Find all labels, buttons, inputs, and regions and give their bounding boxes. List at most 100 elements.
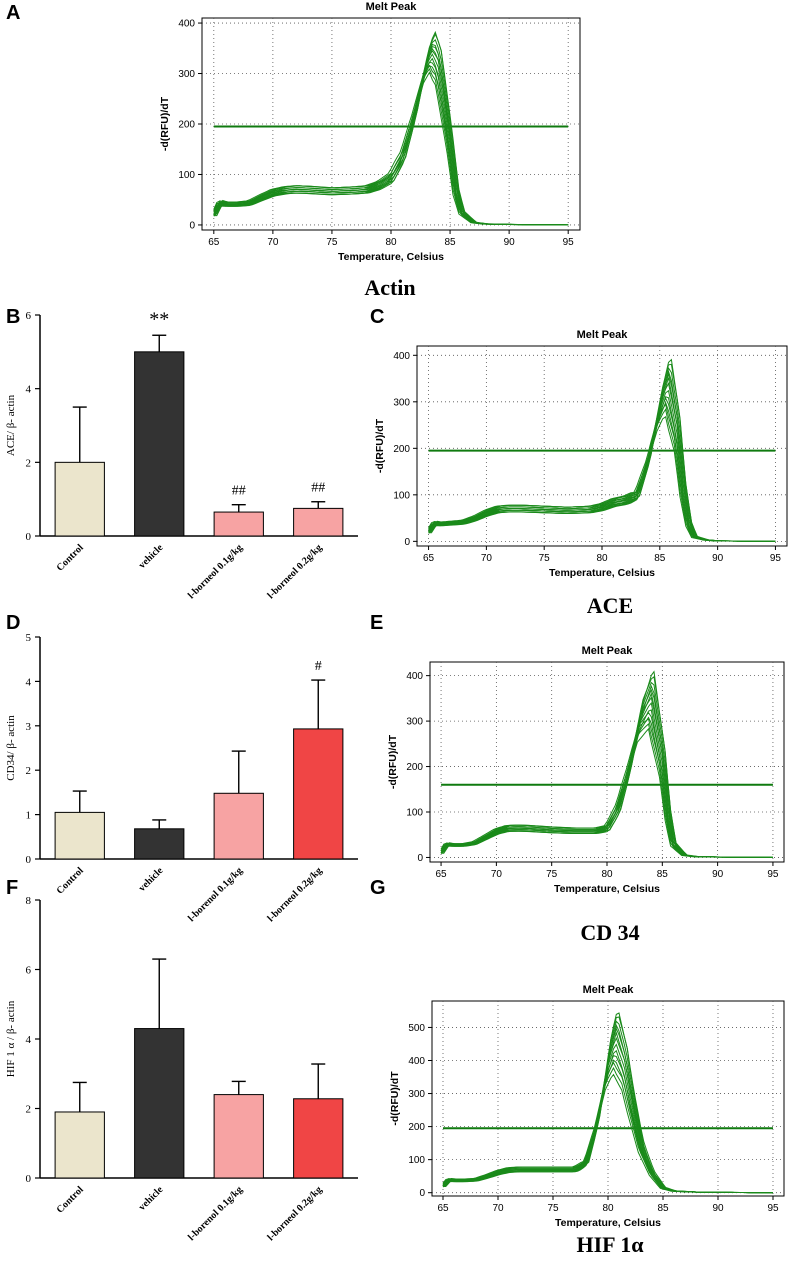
bar bbox=[134, 351, 185, 537]
chart-title: Melt Peak bbox=[582, 645, 634, 657]
significance-label: # bbox=[315, 659, 322, 674]
x-tick-label: Control bbox=[55, 865, 86, 896]
x-tick-label: 65 bbox=[436, 869, 448, 880]
gene-label-ace: ACE bbox=[586, 593, 634, 618]
y-tick-label: 6 bbox=[26, 965, 32, 977]
x-tick-label: l-borneol 0.2g/kg bbox=[266, 865, 325, 924]
y-tick-label: 2 bbox=[26, 1104, 32, 1116]
x-tick-label: l-borneol 0.2g/kg bbox=[266, 542, 325, 601]
panel-letter-f: F bbox=[6, 877, 19, 899]
x-tick-label: 90 bbox=[712, 869, 724, 880]
x-tick-label: l-borneol 0.1g/kg bbox=[186, 542, 245, 601]
bar-chart-bar-cd34: 0 1 2 3 4 5 CD34/ β- actin Control vehicle l-bore… bbox=[5, 632, 358, 924]
x-axis-label: Temperature, Celsius bbox=[549, 567, 655, 579]
y-tick-label: 100 bbox=[393, 490, 410, 501]
plot-area bbox=[431, 1000, 785, 1197]
significance-label: ** bbox=[149, 308, 169, 330]
x-tick-label: 95 bbox=[767, 869, 779, 880]
x-tick-label: 75 bbox=[547, 1203, 559, 1214]
bar-chart-bar-hif: 0 2 4 6 8 HIF 1 α / β- actin Control vehicle l-b… bbox=[5, 895, 358, 1243]
y-axis-label: ACE/ β- actin bbox=[5, 394, 17, 456]
y-tick-label: 8 bbox=[26, 895, 32, 907]
x-tick-label: 85 bbox=[445, 237, 457, 248]
bar bbox=[54, 1111, 105, 1179]
x-tick-label: l-borneol 0.2g/kg bbox=[266, 1184, 325, 1243]
melt-chart-melt-actin: Melt Peak 65 70 75 80 85 90 95 0 100 200 300 400 Temp… bbox=[159, 1, 581, 263]
y-tick-label: 100 bbox=[408, 1155, 425, 1166]
y-tick-label: 4 bbox=[26, 384, 32, 396]
x-axis-label: Temperature, Celsius bbox=[554, 883, 660, 895]
y-tick-label: 2 bbox=[26, 765, 32, 777]
y-tick-label: 300 bbox=[178, 69, 195, 80]
y-tick-label: 300 bbox=[408, 1089, 425, 1100]
bar-chart-bar-ace: 0 2 4 6 ACE/ β- actin Control ** vehicle ## l-bor… bbox=[5, 308, 358, 601]
gene-label-cd34: CD 34 bbox=[580, 920, 640, 945]
y-axis-label: -d(RFU)/dT bbox=[374, 418, 386, 473]
x-tick-label: 90 bbox=[504, 237, 516, 248]
x-tick-label: 95 bbox=[770, 553, 782, 564]
y-tick-label: 0 bbox=[26, 854, 32, 866]
x-tick-label: 65 bbox=[208, 237, 220, 248]
melt-chart-melt-cd34: Melt Peak 65 70 75 80 85 90 95 0 100 200 300 400 Temp… bbox=[387, 645, 785, 895]
bar bbox=[293, 507, 344, 537]
melt-chart-melt-ace: Melt Peak 65 70 75 80 85 90 95 0 100 200 300 400 Temp… bbox=[374, 329, 788, 579]
y-tick-label: 100 bbox=[406, 808, 423, 819]
x-tick-label: l-borenol 0.1g/kg bbox=[186, 1184, 245, 1243]
y-tick-label: 4 bbox=[26, 676, 32, 688]
x-tick-label: 70 bbox=[267, 237, 279, 248]
y-tick-label: 2 bbox=[26, 457, 32, 469]
y-tick-label: 1 bbox=[26, 810, 32, 822]
bar bbox=[293, 1098, 344, 1179]
x-tick-label: 75 bbox=[539, 553, 551, 564]
x-tick-label: 90 bbox=[712, 1203, 724, 1214]
y-axis-label: CD34/ β- actin bbox=[5, 715, 17, 781]
y-tick-label: 0 bbox=[189, 220, 195, 231]
x-tick-label: 80 bbox=[601, 869, 613, 880]
y-tick-label: 500 bbox=[408, 1023, 425, 1034]
y-tick-label: 4 bbox=[26, 1034, 32, 1046]
panel-letter-b: B bbox=[6, 306, 21, 328]
x-tick-label: 70 bbox=[492, 1203, 504, 1214]
x-tick-label: 70 bbox=[491, 869, 503, 880]
y-tick-label: 0 bbox=[26, 531, 32, 543]
x-tick-label: vehicle bbox=[137, 865, 166, 894]
bar bbox=[134, 1028, 185, 1179]
gene-label-hif: HIF 1α bbox=[576, 1232, 644, 1257]
y-tick-label: 300 bbox=[393, 397, 410, 408]
y-axis-label: -d(RFU)/dT bbox=[389, 1071, 401, 1126]
panel-letter-g: G bbox=[370, 877, 386, 899]
x-tick-label: 70 bbox=[481, 553, 493, 564]
y-tick-label: 400 bbox=[408, 1056, 425, 1067]
y-tick-label: 0 bbox=[26, 1173, 32, 1185]
chart-title: Melt Peak bbox=[577, 329, 629, 341]
x-tick-label: l-borenol 0.1g/kg bbox=[186, 865, 245, 924]
y-tick-label: 100 bbox=[178, 170, 195, 181]
x-tick-label: Control bbox=[55, 1184, 86, 1215]
x-tick-label: 65 bbox=[423, 553, 435, 564]
y-tick-label: 400 bbox=[393, 351, 410, 362]
bar bbox=[293, 728, 344, 860]
melt-chart-melt-hif: Melt Peak 65 70 75 80 85 90 95 0 100 200 300 400 500 T… bbox=[389, 984, 785, 1229]
y-tick-label: 6 bbox=[26, 310, 32, 322]
y-tick-label: 0 bbox=[417, 853, 423, 864]
bar bbox=[54, 461, 105, 537]
y-tick-label: 400 bbox=[406, 671, 423, 682]
y-axis-label: -d(RFU)/dT bbox=[387, 734, 399, 789]
melt-curve bbox=[441, 670, 773, 858]
x-tick-label: 95 bbox=[767, 1203, 779, 1214]
y-tick-label: 200 bbox=[393, 444, 410, 455]
x-tick-label: 80 bbox=[385, 237, 397, 248]
x-tick-label: 85 bbox=[657, 1203, 669, 1214]
melt-curve bbox=[428, 358, 776, 542]
significance-label: ## bbox=[232, 484, 246, 499]
y-axis-label: HIF 1 α / β- actin bbox=[5, 1000, 17, 1077]
x-tick-label: 80 bbox=[596, 553, 608, 564]
melt-curve bbox=[443, 1012, 773, 1194]
panel-letter-d: D bbox=[6, 612, 21, 634]
y-tick-label: 5 bbox=[26, 632, 32, 644]
y-axis-label: -d(RFU)/dT bbox=[159, 96, 171, 151]
y-tick-label: 200 bbox=[408, 1122, 425, 1133]
x-tick-label: 65 bbox=[437, 1203, 449, 1214]
x-tick-label: 95 bbox=[563, 237, 575, 248]
y-tick-label: 200 bbox=[178, 120, 195, 131]
